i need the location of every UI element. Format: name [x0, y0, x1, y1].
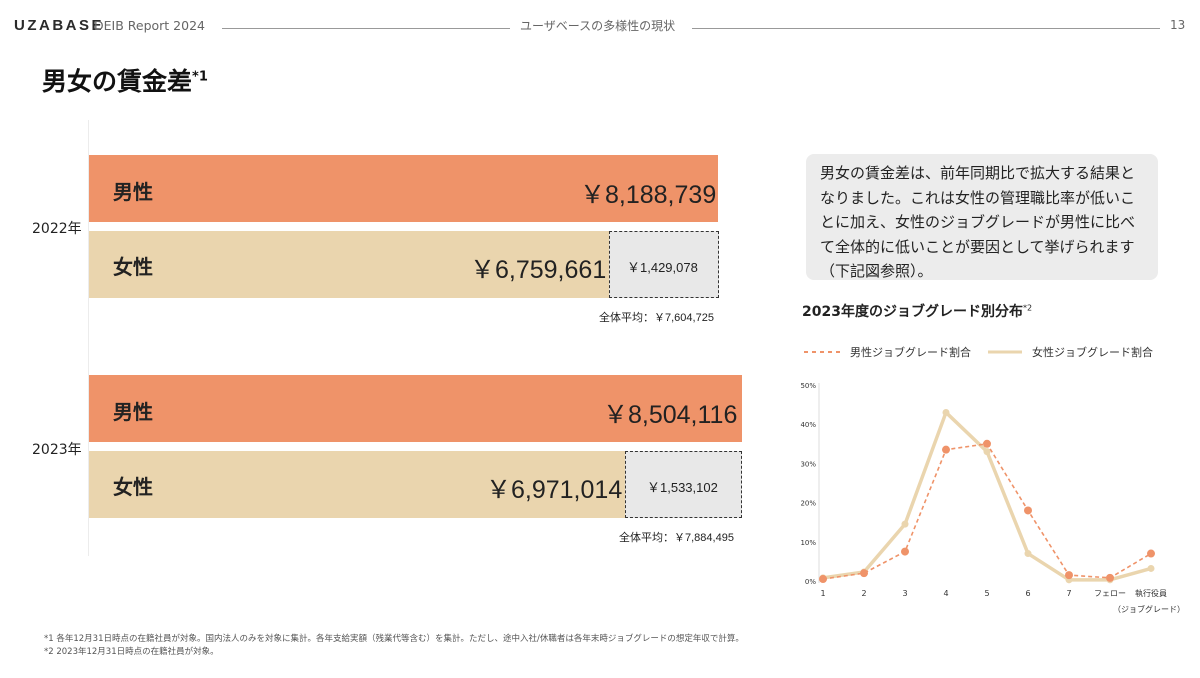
bar-2023-male	[89, 375, 742, 442]
summary-note: 男女の賃金差は、前年同期比で拡大する結果と なりました。これは女性の管理職比率が…	[806, 154, 1158, 280]
x-tick-label: 7	[1066, 589, 1071, 598]
data-point-male	[901, 547, 909, 556]
header-divider-left	[222, 28, 510, 29]
y-tick-label: 30%	[800, 460, 816, 468]
series-line-female	[822, 410, 1152, 582]
chart-title-footnote-mark: *2	[1022, 303, 1033, 313]
x-tick-label: 6	[1025, 589, 1030, 598]
year-label-2023: 2023年	[32, 442, 82, 458]
data-point-male	[983, 439, 991, 448]
report-name: DEIB Report 2024	[94, 18, 205, 33]
bar-2023-female	[89, 451, 625, 518]
x-tick-label: 執行役員	[1135, 588, 1167, 598]
bar-value-2023-male: ￥8,504,116	[603, 401, 738, 429]
data-point-male	[942, 445, 950, 454]
note-line: とに加え、女性のジョブグレードが男性に比べ	[820, 213, 1136, 231]
note-line: なりました。これは女性の管理職比率が低いこ	[820, 188, 1136, 207]
bar-value-2022-female: ￥6,759,661	[470, 256, 607, 284]
y-tick-label: 0%	[805, 578, 816, 586]
year-label-2022: 2022年	[32, 221, 82, 237]
x-axis-label: （ジョブグレード）	[1113, 604, 1185, 614]
average-2022: 全体平均：￥7,604,725	[599, 312, 714, 324]
x-tick-label: 1	[820, 589, 825, 598]
data-point-female	[901, 520, 909, 528]
note-line: （下記図参照）。	[820, 262, 933, 280]
gap-value-2023: ￥1,533,102	[647, 480, 718, 495]
data-point-male	[1024, 506, 1032, 515]
y-tick-label: 20%	[800, 500, 816, 508]
bar-label-2022-male: 男性	[113, 180, 153, 204]
legend-label-female: 女性ジョブグレード割合	[1032, 345, 1153, 359]
page-number: 13	[1170, 18, 1186, 32]
data-point-female	[1147, 564, 1155, 572]
bar-label-2023-female: 女性	[113, 475, 153, 499]
bar-value-2022-male: ￥8,188,739	[580, 181, 717, 209]
page-title-text: 男女の賃金差	[42, 67, 193, 96]
y-tick-label: 50%	[800, 382, 816, 390]
bar-label-2022-female: 女性	[113, 255, 153, 279]
data-point-female	[983, 448, 991, 456]
bar-2022-female	[89, 231, 609, 298]
y-tick-label: 40%	[800, 421, 816, 429]
bar-label-2023-male: 男性	[113, 400, 153, 424]
footnote-1: *1 各年12月31日時点の在籍社員が対象。国内法人のみを対象に集計。各年支給実…	[44, 634, 744, 644]
data-point-male	[1147, 549, 1155, 558]
data-point-male	[860, 569, 868, 578]
gap-2022	[609, 231, 719, 298]
data-point-male	[819, 575, 827, 584]
data-point-male	[1065, 571, 1073, 580]
gap-value-2022: ￥1,429,078	[627, 260, 698, 275]
data-point-female	[942, 408, 950, 416]
note-line: 男女の賃金差は、前年同期比で拡大する結果と	[820, 164, 1136, 182]
job-grade-line-chart: 男性ジョブグレード割合 女性ジョブグレード割合 0% 10% 20% 30% 40% 50% 1…	[800, 345, 1185, 614]
page-title: 男女の賃金差*1	[42, 62, 208, 98]
x-tick-label: 5	[984, 589, 989, 598]
x-tick-label: 2	[861, 589, 866, 598]
header-divider-right	[692, 28, 1160, 29]
brand-logo: UZABASE	[14, 17, 105, 34]
data-point-female	[1024, 550, 1032, 558]
x-tick-label: 4	[943, 589, 948, 598]
gap-2023	[625, 451, 742, 518]
section-title: ユーザベースの多様性の現状	[520, 19, 676, 33]
x-tick-label: フェロー	[1094, 589, 1126, 598]
x-tick-label: 3	[902, 589, 907, 598]
chart-title: 2023年度のジョブグレード別分布*2	[802, 301, 1032, 321]
bar-2022-male	[89, 155, 718, 222]
series-line-male	[822, 442, 1152, 580]
data-point-male	[1106, 573, 1114, 582]
y-tick-label: 10%	[800, 539, 816, 547]
bar-value-2023-female: ￥6,971,014	[486, 476, 623, 504]
page-title-footnote-mark: *1	[192, 69, 208, 85]
bar-chart-axis	[88, 120, 89, 556]
chart-title-text: 2023年度のジョブグレード別分布	[802, 304, 1023, 320]
legend-label-male: 男性ジョブグレード割合	[850, 345, 971, 359]
footnote-2: *2 2023年12月31日時点の在籍社員が対象。	[44, 647, 219, 657]
note-line: て全体的に低いことが要因として挙げられます	[820, 237, 1135, 256]
average-2023: 全体平均：￥7,884,495	[619, 532, 734, 544]
